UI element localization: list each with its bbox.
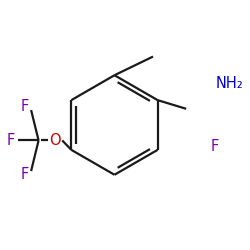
Text: NH₂: NH₂: [215, 76, 243, 92]
Text: F: F: [20, 99, 28, 114]
Text: F: F: [210, 139, 218, 154]
Text: F: F: [20, 167, 28, 182]
Text: O: O: [50, 133, 61, 148]
Text: F: F: [6, 133, 14, 148]
